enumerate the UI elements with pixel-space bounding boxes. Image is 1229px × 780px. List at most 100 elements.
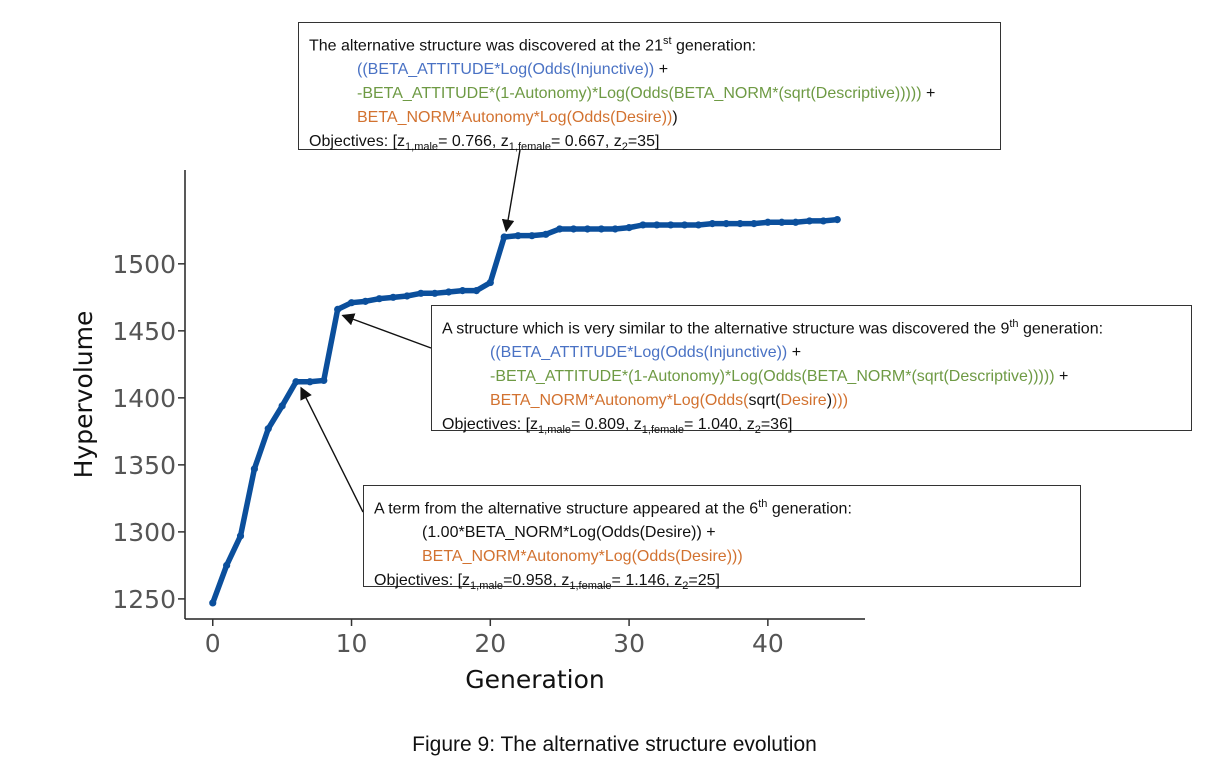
annotation-text: + bbox=[654, 61, 669, 79]
annotation-text: = 1.040, z bbox=[683, 416, 755, 434]
data-point bbox=[389, 293, 397, 301]
data-point bbox=[805, 217, 814, 225]
annotation-text: ))) bbox=[832, 392, 849, 410]
data-point bbox=[320, 376, 328, 385]
annotation-text: A structure which is very similar to the… bbox=[442, 320, 1010, 338]
data-point bbox=[722, 220, 730, 228]
annotation-text: = 0.809, z bbox=[571, 416, 642, 434]
subscript: 2 bbox=[754, 424, 761, 437]
y-tick-label: 1300 bbox=[112, 518, 176, 547]
annotation-text: The alternative structure was discovered… bbox=[309, 37, 663, 55]
annotation-text: + bbox=[787, 344, 802, 362]
annotation-text: ) bbox=[826, 392, 833, 410]
data-point bbox=[653, 221, 661, 229]
annotation-line: The alternative structure was discovered… bbox=[309, 29, 990, 58]
data-point bbox=[639, 221, 647, 229]
x-tick-label: 0 bbox=[205, 629, 221, 658]
annotation-text: ((BETA_ATTITUDE*Log(Odds(Injunctive)) bbox=[490, 344, 788, 362]
annotation-text: generation: bbox=[1018, 320, 1104, 338]
annotation-line: -BETA_ATTITUDE*(1-Autonomy)*Log(Odds(BET… bbox=[309, 82, 990, 106]
annotation-arrow bbox=[341, 313, 432, 349]
annotation-line: ((BETA_ATTITUDE*Log(Odds(Injunctive)) + bbox=[442, 341, 1181, 365]
data-point bbox=[306, 378, 314, 386]
data-point bbox=[431, 289, 439, 297]
subscript: 1,female bbox=[508, 141, 551, 154]
subscript: 1,male bbox=[538, 424, 572, 437]
data-point bbox=[264, 425, 272, 433]
data-point bbox=[458, 287, 467, 295]
annotation-text: BETA_NORM*Autonomy*Log(Odds(Desire)) bbox=[357, 109, 673, 127]
annotation-text: + bbox=[921, 85, 936, 103]
y-axis-title: Hypervolume bbox=[69, 311, 98, 479]
annotation-line: -BETA_ATTITUDE*(1-Autonomy)*Log(Odds(BET… bbox=[442, 365, 1181, 389]
data-point bbox=[680, 221, 689, 229]
subscript: 2 bbox=[621, 141, 628, 154]
annotation-line: BETA_NORM*Autonomy*Log(Odds(sqrt(Desire)… bbox=[442, 389, 1181, 413]
x-tick-label: 40 bbox=[752, 629, 784, 658]
x-tick-label: 10 bbox=[336, 629, 368, 658]
data-point bbox=[528, 232, 536, 240]
y-tick-label: 1400 bbox=[112, 384, 176, 413]
annotation-text: = 0.766, z bbox=[438, 133, 509, 151]
data-point bbox=[625, 224, 633, 232]
annotation-text: + bbox=[1054, 368, 1069, 386]
subscript: 1,male bbox=[470, 580, 504, 593]
data-point bbox=[236, 532, 245, 540]
y-tick-label: 1450 bbox=[112, 317, 176, 346]
annotation-text: -BETA_ATTITUDE*(1-Autonomy)*Log(Odds(BET… bbox=[490, 368, 1055, 386]
annotation-line: Objectives: [z1,male= 0.809, z1,female= … bbox=[442, 413, 1181, 442]
data-point bbox=[764, 218, 772, 226]
subscript: 1,female bbox=[641, 424, 684, 437]
chart-axes bbox=[184, 170, 865, 620]
annotation-text: Objectives: [z bbox=[309, 133, 406, 151]
annotation-text: generation: bbox=[671, 37, 757, 55]
data-point bbox=[667, 221, 675, 229]
data-point bbox=[361, 297, 370, 305]
annotation-text: = 1.146, z bbox=[611, 572, 683, 590]
data-point bbox=[514, 232, 522, 240]
chart-series bbox=[209, 215, 841, 607]
figure-caption: Figure 9: The alternative structure evol… bbox=[412, 733, 817, 756]
annotation-arrow bbox=[300, 386, 364, 513]
superscript: st bbox=[662, 35, 672, 47]
annotation-text: BETA_NORM*Autonomy*Log(Odds(Desire))) bbox=[422, 548, 743, 566]
data-point bbox=[778, 218, 786, 226]
data-point bbox=[597, 225, 605, 233]
data-point bbox=[583, 225, 592, 233]
annotation-text: Objectives: [z bbox=[442, 416, 539, 434]
data-point bbox=[792, 218, 800, 226]
x-tick-label: 20 bbox=[474, 629, 506, 658]
superscript: th bbox=[1009, 318, 1019, 330]
data-point bbox=[375, 295, 383, 303]
annotation-generation-9: A structure which is very similar to the… bbox=[431, 305, 1192, 437]
annotation-line: ((BETA_ATTITUDE*Log(Odds(Injunctive)) + bbox=[309, 58, 990, 82]
annotation-text: ((BETA_ATTITUDE*Log(Odds(Injunctive)) bbox=[357, 61, 655, 79]
annotation-text: Objectives: [z bbox=[374, 572, 471, 590]
annotation-line: A structure which is very similar to the… bbox=[442, 312, 1181, 341]
annotation-text: A term from the alternative structure ap… bbox=[374, 500, 759, 518]
data-point bbox=[708, 220, 716, 228]
annotation-text: BETA_NORM*Autonomy*Log(Odds( bbox=[490, 392, 749, 410]
data-point bbox=[556, 225, 564, 233]
annotation-line: (1.00*BETA_NORM*Log(Odds(Desire)) + bbox=[374, 521, 1070, 545]
data-point bbox=[472, 287, 481, 295]
annotation-text: =0.958, z bbox=[503, 572, 570, 590]
superscript: th bbox=[758, 498, 768, 510]
y-tick-label: 1350 bbox=[112, 451, 176, 480]
annotation-text: Desire bbox=[780, 392, 827, 410]
data-point bbox=[833, 215, 841, 224]
data-point bbox=[334, 305, 342, 313]
data-point bbox=[223, 561, 231, 569]
data-point bbox=[209, 599, 217, 607]
y-tick-label: 1500 bbox=[112, 250, 176, 279]
data-point bbox=[611, 225, 619, 233]
annotation-line: BETA_NORM*Autonomy*Log(Odds(Desire))) bbox=[374, 545, 1070, 569]
annotation-line: A term from the alternative structure ap… bbox=[374, 492, 1070, 521]
data-point bbox=[542, 230, 550, 238]
annotation-arrows bbox=[300, 149, 521, 513]
annotation-text: generation: bbox=[767, 500, 852, 518]
data-point bbox=[347, 299, 356, 307]
data-point bbox=[694, 221, 703, 229]
x-axis-title: Generation bbox=[465, 665, 604, 694]
